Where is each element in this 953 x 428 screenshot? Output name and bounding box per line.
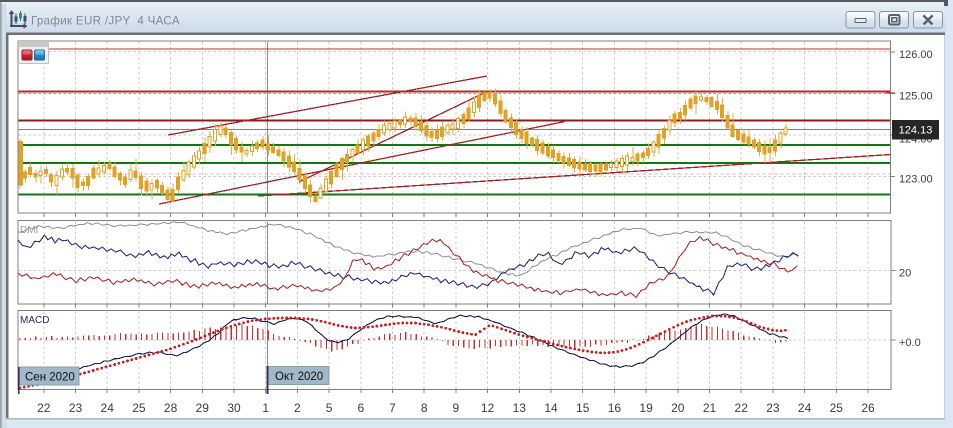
svg-text:Сен 2020: Сен 2020 bbox=[25, 372, 75, 384]
svg-text:126.00: 126.00 bbox=[899, 49, 933, 61]
svg-text:26: 26 bbox=[861, 401, 875, 415]
svg-text:21: 21 bbox=[703, 401, 717, 415]
svg-text:14: 14 bbox=[544, 401, 558, 415]
svg-text:DMI: DMI bbox=[20, 225, 38, 236]
svg-text:23: 23 bbox=[766, 401, 780, 415]
svg-text:12: 12 bbox=[481, 401, 495, 415]
svg-text:30: 30 bbox=[227, 401, 241, 415]
svg-text:22: 22 bbox=[37, 401, 51, 415]
svg-text:8: 8 bbox=[421, 401, 428, 415]
svg-text:25: 25 bbox=[132, 401, 146, 415]
svg-text:28: 28 bbox=[164, 401, 178, 415]
svg-text:20: 20 bbox=[899, 268, 911, 280]
svg-text:15: 15 bbox=[576, 401, 590, 415]
svg-text:20: 20 bbox=[671, 401, 685, 415]
svg-text:MACD: MACD bbox=[20, 315, 49, 326]
svg-text:123.00: 123.00 bbox=[899, 174, 933, 186]
svg-text:7: 7 bbox=[389, 401, 396, 415]
svg-text:22: 22 bbox=[735, 401, 749, 415]
svg-text:2: 2 bbox=[294, 401, 301, 415]
svg-text:График EUR /JPY 4 ЧАСА: График EUR /JPY 4 ЧАСА bbox=[31, 15, 180, 28]
svg-text:16: 16 bbox=[608, 401, 622, 415]
svg-text:29: 29 bbox=[196, 401, 210, 415]
svg-text:1: 1 bbox=[262, 401, 269, 415]
svg-text:124.13: 124.13 bbox=[899, 125, 933, 137]
svg-text:+0.0: +0.0 bbox=[899, 337, 921, 349]
svg-text:23: 23 bbox=[69, 401, 83, 415]
svg-text:19: 19 bbox=[639, 401, 653, 415]
svg-text:125.00: 125.00 bbox=[899, 91, 933, 103]
svg-text:13: 13 bbox=[513, 401, 527, 415]
svg-text:5: 5 bbox=[326, 401, 333, 415]
svg-text:Окт 2020: Окт 2020 bbox=[275, 371, 323, 383]
svg-text:25: 25 bbox=[830, 401, 844, 415]
svg-text:6: 6 bbox=[357, 401, 364, 415]
svg-text:9: 9 bbox=[453, 401, 460, 415]
svg-text:24: 24 bbox=[798, 401, 812, 415]
svg-text:24: 24 bbox=[101, 401, 115, 415]
